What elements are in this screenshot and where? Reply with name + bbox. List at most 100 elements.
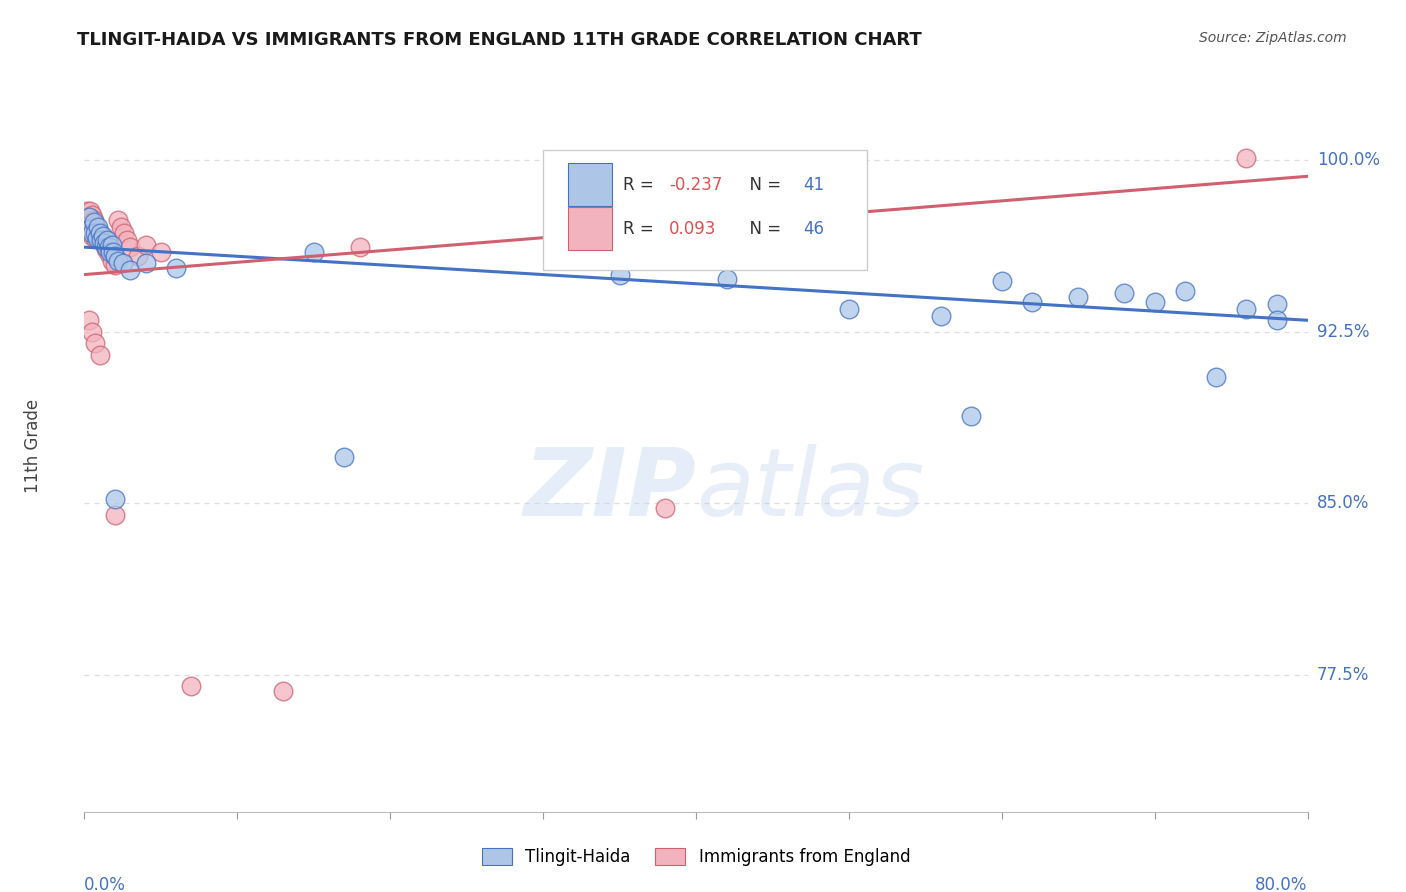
Point: [716, 272, 738, 286]
Point: [609, 268, 631, 282]
Point: [91, 228, 114, 243]
Point: [77, 211, 100, 225]
Point: [87, 227, 110, 241]
Point: [87, 219, 110, 234]
Point: [93, 235, 115, 250]
Point: [84, 336, 107, 351]
Text: 0.0%: 0.0%: [84, 876, 127, 892]
Point: [838, 217, 860, 231]
Text: N =: N =: [738, 176, 786, 194]
Point: [960, 409, 983, 424]
Point: [84, 224, 107, 238]
Point: [80, 208, 103, 222]
Point: [180, 679, 202, 693]
Point: [135, 256, 157, 270]
Text: R =: R =: [623, 219, 658, 238]
Text: 46: 46: [804, 219, 824, 238]
Point: [1143, 295, 1166, 310]
Point: [84, 217, 107, 231]
Point: [89, 231, 111, 245]
Point: [79, 222, 101, 236]
Point: [1236, 301, 1258, 316]
Text: N =: N =: [738, 219, 786, 238]
Point: [84, 227, 107, 241]
Point: [104, 259, 127, 273]
Point: [80, 325, 103, 339]
Point: [349, 240, 371, 254]
Point: [115, 233, 138, 247]
Point: [120, 263, 142, 277]
Point: [86, 222, 108, 236]
FancyBboxPatch shape: [543, 150, 868, 270]
Point: [79, 203, 101, 218]
Point: [98, 244, 121, 259]
Text: 41: 41: [804, 176, 825, 194]
Point: [79, 224, 101, 238]
Point: [127, 249, 149, 263]
Point: [94, 243, 117, 257]
Text: R =: R =: [623, 176, 658, 194]
Point: [97, 240, 120, 254]
Point: [1067, 290, 1090, 304]
Point: [90, 233, 112, 247]
Text: 0.093: 0.093: [669, 219, 717, 238]
Point: [112, 227, 135, 241]
Point: [101, 253, 124, 268]
Point: [80, 228, 103, 243]
Point: [271, 683, 294, 698]
Point: [79, 217, 101, 231]
Point: [107, 253, 129, 268]
Point: [104, 249, 127, 263]
Point: [1021, 295, 1043, 310]
Point: [76, 203, 98, 218]
Text: 92.5%: 92.5%: [1317, 323, 1369, 341]
Text: ZIP: ZIP: [523, 444, 696, 536]
Point: [101, 238, 124, 252]
Point: [120, 240, 142, 254]
Text: 80.0%: 80.0%: [1256, 876, 1308, 892]
Point: [1174, 284, 1197, 298]
Point: [654, 500, 676, 515]
Point: [135, 238, 157, 252]
Point: [84, 231, 107, 245]
FancyBboxPatch shape: [568, 163, 612, 206]
Text: 85.0%: 85.0%: [1317, 494, 1369, 512]
Point: [80, 227, 103, 241]
Point: [80, 222, 103, 236]
Legend: Tlingit-Haida, Immigrants from England: Tlingit-Haida, Immigrants from England: [475, 841, 917, 873]
Point: [80, 215, 103, 229]
Text: atlas: atlas: [696, 444, 924, 535]
Point: [1114, 285, 1136, 300]
Text: TLINGIT-HAIDA VS IMMIGRANTS FROM ENGLAND 11TH GRADE CORRELATION CHART: TLINGIT-HAIDA VS IMMIGRANTS FROM ENGLAND…: [77, 31, 922, 49]
Point: [97, 247, 120, 261]
Point: [149, 244, 172, 259]
Point: [77, 313, 100, 327]
Point: [104, 491, 127, 506]
Point: [333, 450, 356, 465]
Point: [96, 233, 118, 247]
Point: [838, 301, 860, 316]
Point: [302, 244, 325, 259]
Point: [79, 211, 101, 225]
Text: -0.237: -0.237: [669, 176, 723, 194]
Point: [1205, 370, 1227, 384]
Point: [89, 227, 111, 241]
Point: [165, 260, 187, 275]
Point: [83, 219, 105, 234]
Point: [111, 256, 134, 270]
Point: [83, 227, 105, 241]
Point: [86, 231, 108, 245]
Point: [929, 309, 952, 323]
Point: [83, 215, 105, 229]
Point: [83, 212, 105, 227]
Point: [89, 347, 111, 362]
Text: Source: ZipAtlas.com: Source: ZipAtlas.com: [1199, 31, 1347, 45]
Text: 77.5%: 77.5%: [1317, 665, 1369, 683]
Point: [77, 211, 100, 225]
Point: [91, 235, 114, 250]
Point: [1265, 297, 1288, 311]
Point: [991, 274, 1014, 288]
Point: [110, 219, 132, 234]
Point: [104, 508, 127, 522]
Point: [103, 244, 125, 259]
